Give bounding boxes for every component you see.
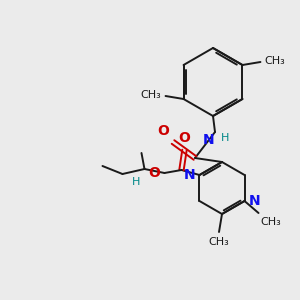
Text: CH₃: CH₃	[264, 56, 285, 66]
Text: N: N	[248, 194, 260, 208]
Text: N: N	[184, 168, 196, 182]
Text: CH₃: CH₃	[208, 237, 230, 247]
Text: H: H	[132, 177, 140, 187]
Text: O: O	[178, 131, 190, 145]
Text: O: O	[157, 124, 169, 138]
Text: N: N	[202, 133, 214, 147]
Text: CH₃: CH₃	[141, 90, 162, 100]
Text: CH₃: CH₃	[260, 217, 281, 227]
Text: O: O	[148, 166, 160, 180]
Text: H: H	[221, 133, 230, 143]
